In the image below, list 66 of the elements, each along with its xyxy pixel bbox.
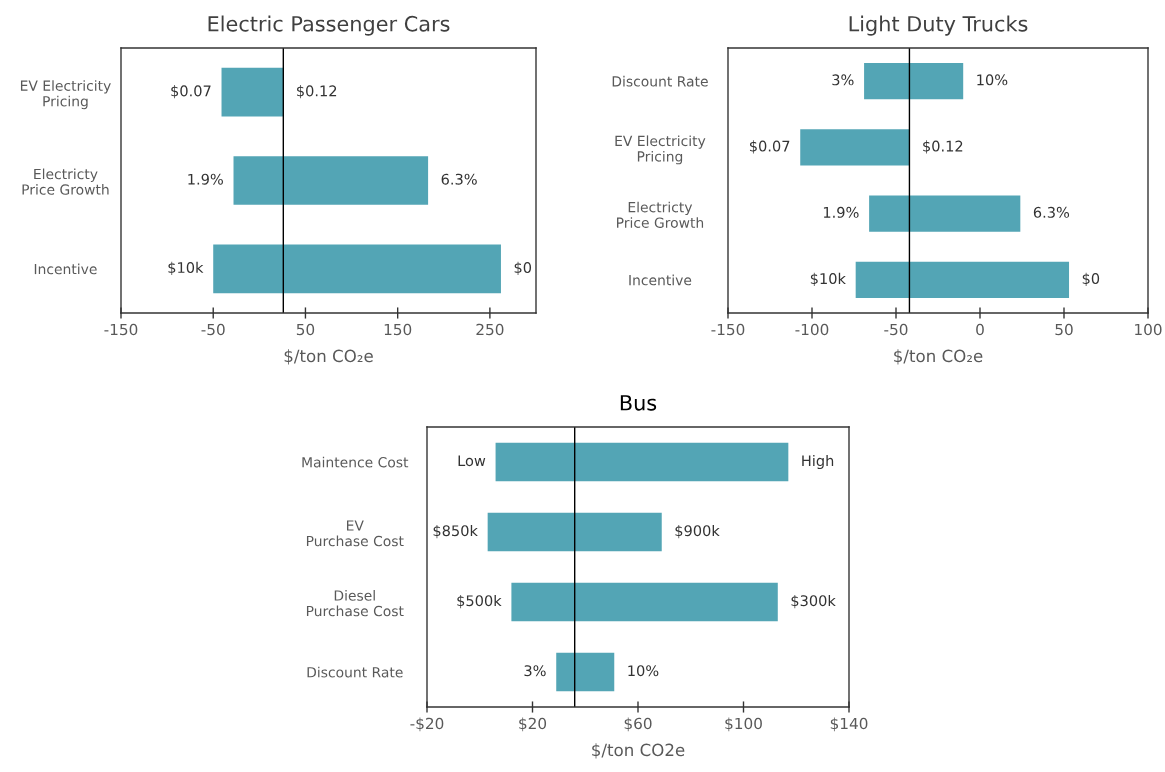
x-tick-label: 150 (384, 323, 412, 336)
x-tick-label: $20 (519, 717, 547, 732)
annotation: $10k (810, 272, 846, 287)
x-tick-label: $60 (624, 717, 652, 732)
annotation: Low (458, 455, 486, 467)
annotation: $0 (1082, 272, 1100, 287)
x-tick-label: $100 (725, 717, 762, 732)
x-tick-label: 250 (476, 323, 504, 336)
bar (495, 442, 789, 482)
x-tick-label: 50 (1055, 323, 1073, 336)
annotation: 3% (524, 665, 546, 677)
annotation: $0.07 (171, 85, 211, 99)
x-tick-label: -100 (795, 323, 829, 336)
annotation: 1.9% (823, 206, 859, 218)
annotation: 10% (628, 665, 659, 677)
x-tick-label: -150 (711, 323, 745, 336)
y-tick-label: EV Electricity Pricing (615, 135, 706, 165)
chart-title: Light Duty Trucks (849, 15, 1028, 36)
bar (864, 62, 964, 100)
annotation: High (802, 454, 834, 470)
chart-title: Bus (620, 395, 657, 411)
y-tick-label: EV Purchase Cost (306, 520, 404, 547)
bar (855, 261, 1070, 299)
annotation: $0 (514, 261, 532, 275)
x-tick-label: $140 (830, 717, 868, 732)
y-tick-label: Diesel Purchase Cost (306, 590, 404, 617)
bar (213, 244, 501, 294)
bar (869, 195, 1021, 232)
x-tick-label: -150 (104, 323, 138, 336)
x-tick-label: 100 (1135, 323, 1162, 336)
annotation: 3% (832, 74, 854, 86)
annotation: $900k (675, 524, 720, 539)
bar (233, 156, 429, 205)
x-tick-label: 50 (296, 323, 315, 336)
annotation: $850k (433, 524, 478, 539)
x-axis-title: $/ton CO₂e (284, 349, 373, 365)
bar (511, 582, 778, 622)
annotation: 6.3% (441, 173, 477, 185)
y-tick-label: EV Electricity Pricing (20, 80, 111, 110)
chart-title: Electric Passenger Cars (208, 15, 450, 36)
y-tick-label: Electricty Price Growth (22, 168, 109, 195)
annotation: 10% (977, 74, 1008, 86)
x-tick-label: -50 (884, 323, 908, 336)
annotation: $300k (791, 594, 836, 609)
annotation: $10k (168, 261, 204, 275)
annotation: $500k (457, 594, 502, 609)
x-axis-title: $/ton CO₂e (894, 349, 983, 365)
x-tick-label: 0 (976, 323, 984, 336)
annotation: $0.12 (923, 140, 963, 154)
y-tick-label: Maintence Cost (302, 456, 409, 468)
y-tick-label: Electricty Price Growth (617, 201, 704, 228)
annotation: 1.9% (188, 173, 223, 185)
annotation: 6.3% (1033, 206, 1070, 218)
bar (487, 512, 662, 552)
bar (800, 129, 910, 166)
annotation: $0.12 (297, 85, 337, 99)
y-tick-label: Discount Rate (307, 666, 403, 678)
x-tick-label: -50 (201, 323, 225, 336)
bar (221, 67, 284, 117)
y-tick-label: Incentive (629, 274, 692, 286)
y-tick-label: Discount Rate (612, 75, 708, 87)
annotation: $0.07 (749, 140, 790, 154)
y-tick-label: Incentive (34, 263, 97, 275)
x-tick-label: -$20 (410, 717, 444, 732)
x-axis-title: $/ton CO2e (592, 743, 685, 759)
bar (556, 652, 615, 692)
